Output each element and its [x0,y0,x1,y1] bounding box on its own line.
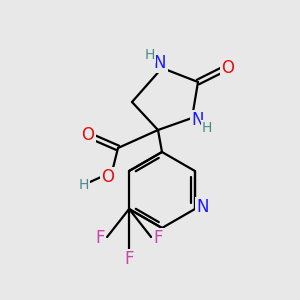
Text: H: H [79,178,89,192]
Text: F: F [95,229,105,247]
Text: F: F [153,229,163,247]
Text: H: H [145,48,155,62]
Text: H: H [202,121,212,135]
Text: N: N [192,111,204,129]
Text: O: O [221,59,235,77]
Text: N: N [197,198,209,216]
Text: F: F [124,250,134,268]
Text: O: O [101,168,115,186]
Text: O: O [82,126,94,144]
Text: N: N [154,54,166,72]
